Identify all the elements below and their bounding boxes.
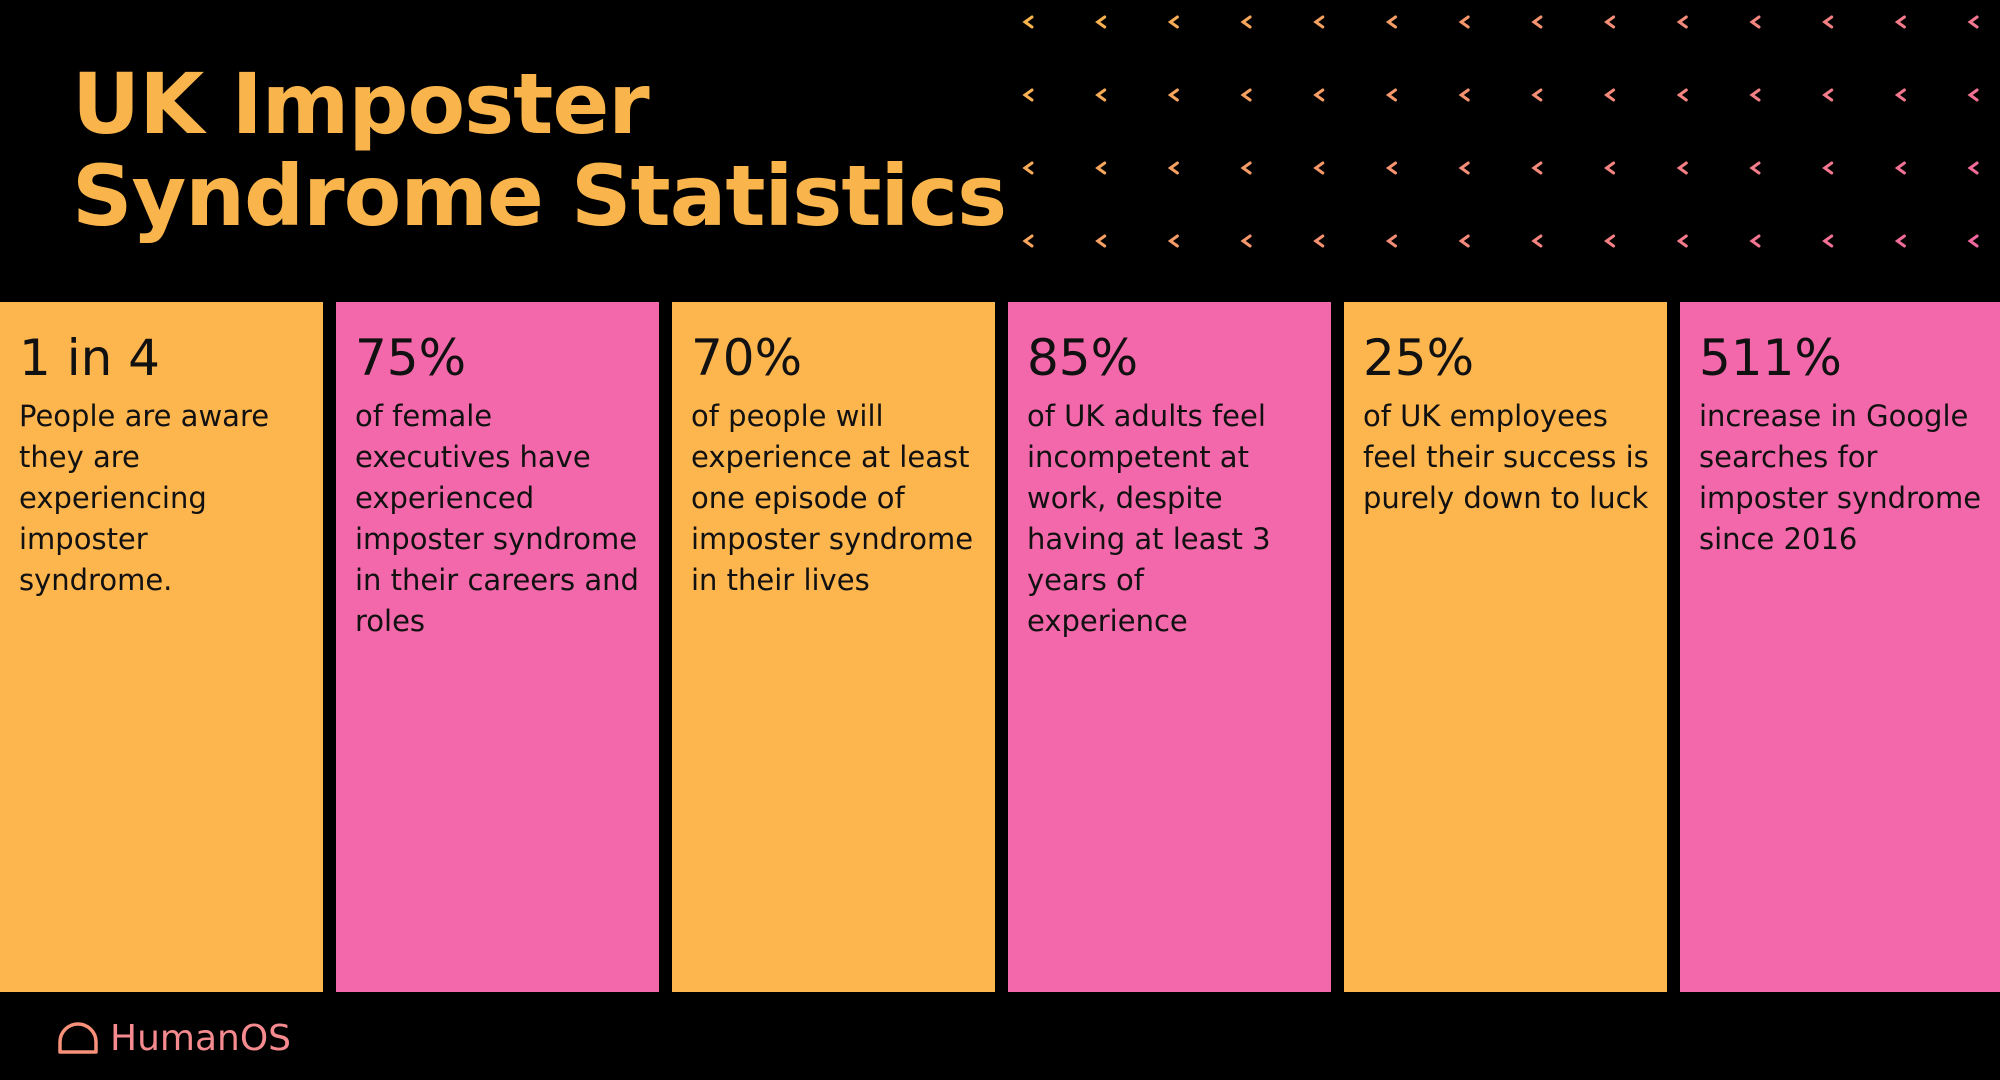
chevron <box>1385 234 1397 248</box>
chevron <box>1894 234 1906 248</box>
chevron <box>1022 234 1034 248</box>
stat: 1 in 4 <box>19 329 160 387</box>
stat: 75% <box>355 329 467 387</box>
stat-text: of UK adults feel incompetent at work, d… <box>1027 399 1271 638</box>
stat-card: 85% of UK adults feel incompetent at wor… <box>1008 302 1331 992</box>
chevron <box>1531 161 1543 175</box>
stat: 85% <box>1027 329 1139 387</box>
chevron <box>1967 161 1979 175</box>
chevron <box>1095 161 1107 175</box>
chevron <box>1167 234 1179 248</box>
chevron <box>1749 88 1761 102</box>
chevron <box>1240 161 1252 175</box>
chevron <box>1894 88 1906 102</box>
chevron <box>1385 15 1397 29</box>
brand: HumanOS <box>56 1016 291 1060</box>
chevron <box>1822 161 1834 175</box>
chevron <box>1604 161 1616 175</box>
stat: 511% <box>1699 329 1842 387</box>
chevron <box>1822 15 1834 29</box>
stat-card: 1 in 4 People are aware they are experie… <box>0 302 323 992</box>
stat-text: People are aware they are experiencing i… <box>19 399 270 597</box>
chevron <box>1240 15 1252 29</box>
chevron <box>1749 161 1761 175</box>
chevron <box>1676 234 1688 248</box>
chevron <box>1604 234 1616 248</box>
stat-text: increase in Google searches for imposter… <box>1699 399 1982 556</box>
chevron <box>1458 15 1470 29</box>
chevron <box>1894 161 1906 175</box>
chevron <box>1967 234 1979 248</box>
chevron <box>1676 88 1688 102</box>
chevron <box>1095 234 1107 248</box>
brand-icon <box>58 1022 98 1054</box>
stat-card: 75% of female executives have experience… <box>336 302 659 992</box>
chevron <box>1095 88 1107 102</box>
chevron <box>1531 88 1543 102</box>
chevron <box>1749 15 1761 29</box>
chevron <box>1167 161 1179 175</box>
chevron <box>1095 15 1107 29</box>
chevron <box>1240 234 1252 248</box>
chevron <box>1458 234 1470 248</box>
chevron <box>1385 88 1397 102</box>
chevron <box>1458 88 1470 102</box>
chevron <box>1604 88 1616 102</box>
chevron <box>1967 15 1979 29</box>
stat-text: of female executives have experienced im… <box>355 399 639 638</box>
stat-text: of people will experience at least one e… <box>691 399 974 597</box>
chevron <box>1167 88 1179 102</box>
chevron <box>1313 15 1325 29</box>
chevron <box>1313 88 1325 102</box>
title: UK Imposter Syndrome Statistics <box>72 55 1007 245</box>
chevron <box>1167 15 1179 29</box>
chevron-pattern <box>1022 15 1979 248</box>
chevron <box>1894 15 1906 29</box>
chevron <box>1240 88 1252 102</box>
stat-card: 25% of UK employees feel their success i… <box>1344 302 1667 992</box>
stat-card: 511% increase in Google searches for imp… <box>1680 302 2000 992</box>
chevron <box>1313 234 1325 248</box>
chevron <box>1531 234 1543 248</box>
chevron <box>1822 88 1834 102</box>
chevron <box>1822 234 1834 248</box>
chevron <box>1022 161 1034 175</box>
chevron <box>1676 161 1688 175</box>
chevron <box>1022 15 1034 29</box>
chevron <box>1531 15 1543 29</box>
chevron <box>1749 234 1761 248</box>
chevron <box>1604 15 1616 29</box>
stat: 70% <box>691 329 803 387</box>
chevron <box>1385 161 1397 175</box>
chevron <box>1967 88 1979 102</box>
brand-name: HumanOS <box>110 1017 292 1059</box>
chevron <box>1676 15 1688 29</box>
stat-text: of UK employees feel their success is pu… <box>1363 399 1649 515</box>
stat: 25% <box>1363 329 1475 387</box>
chevron <box>1313 161 1325 175</box>
chevron <box>1458 161 1470 175</box>
chevron <box>1022 88 1034 102</box>
stat-card: 70% of people will experience at least o… <box>672 302 995 992</box>
